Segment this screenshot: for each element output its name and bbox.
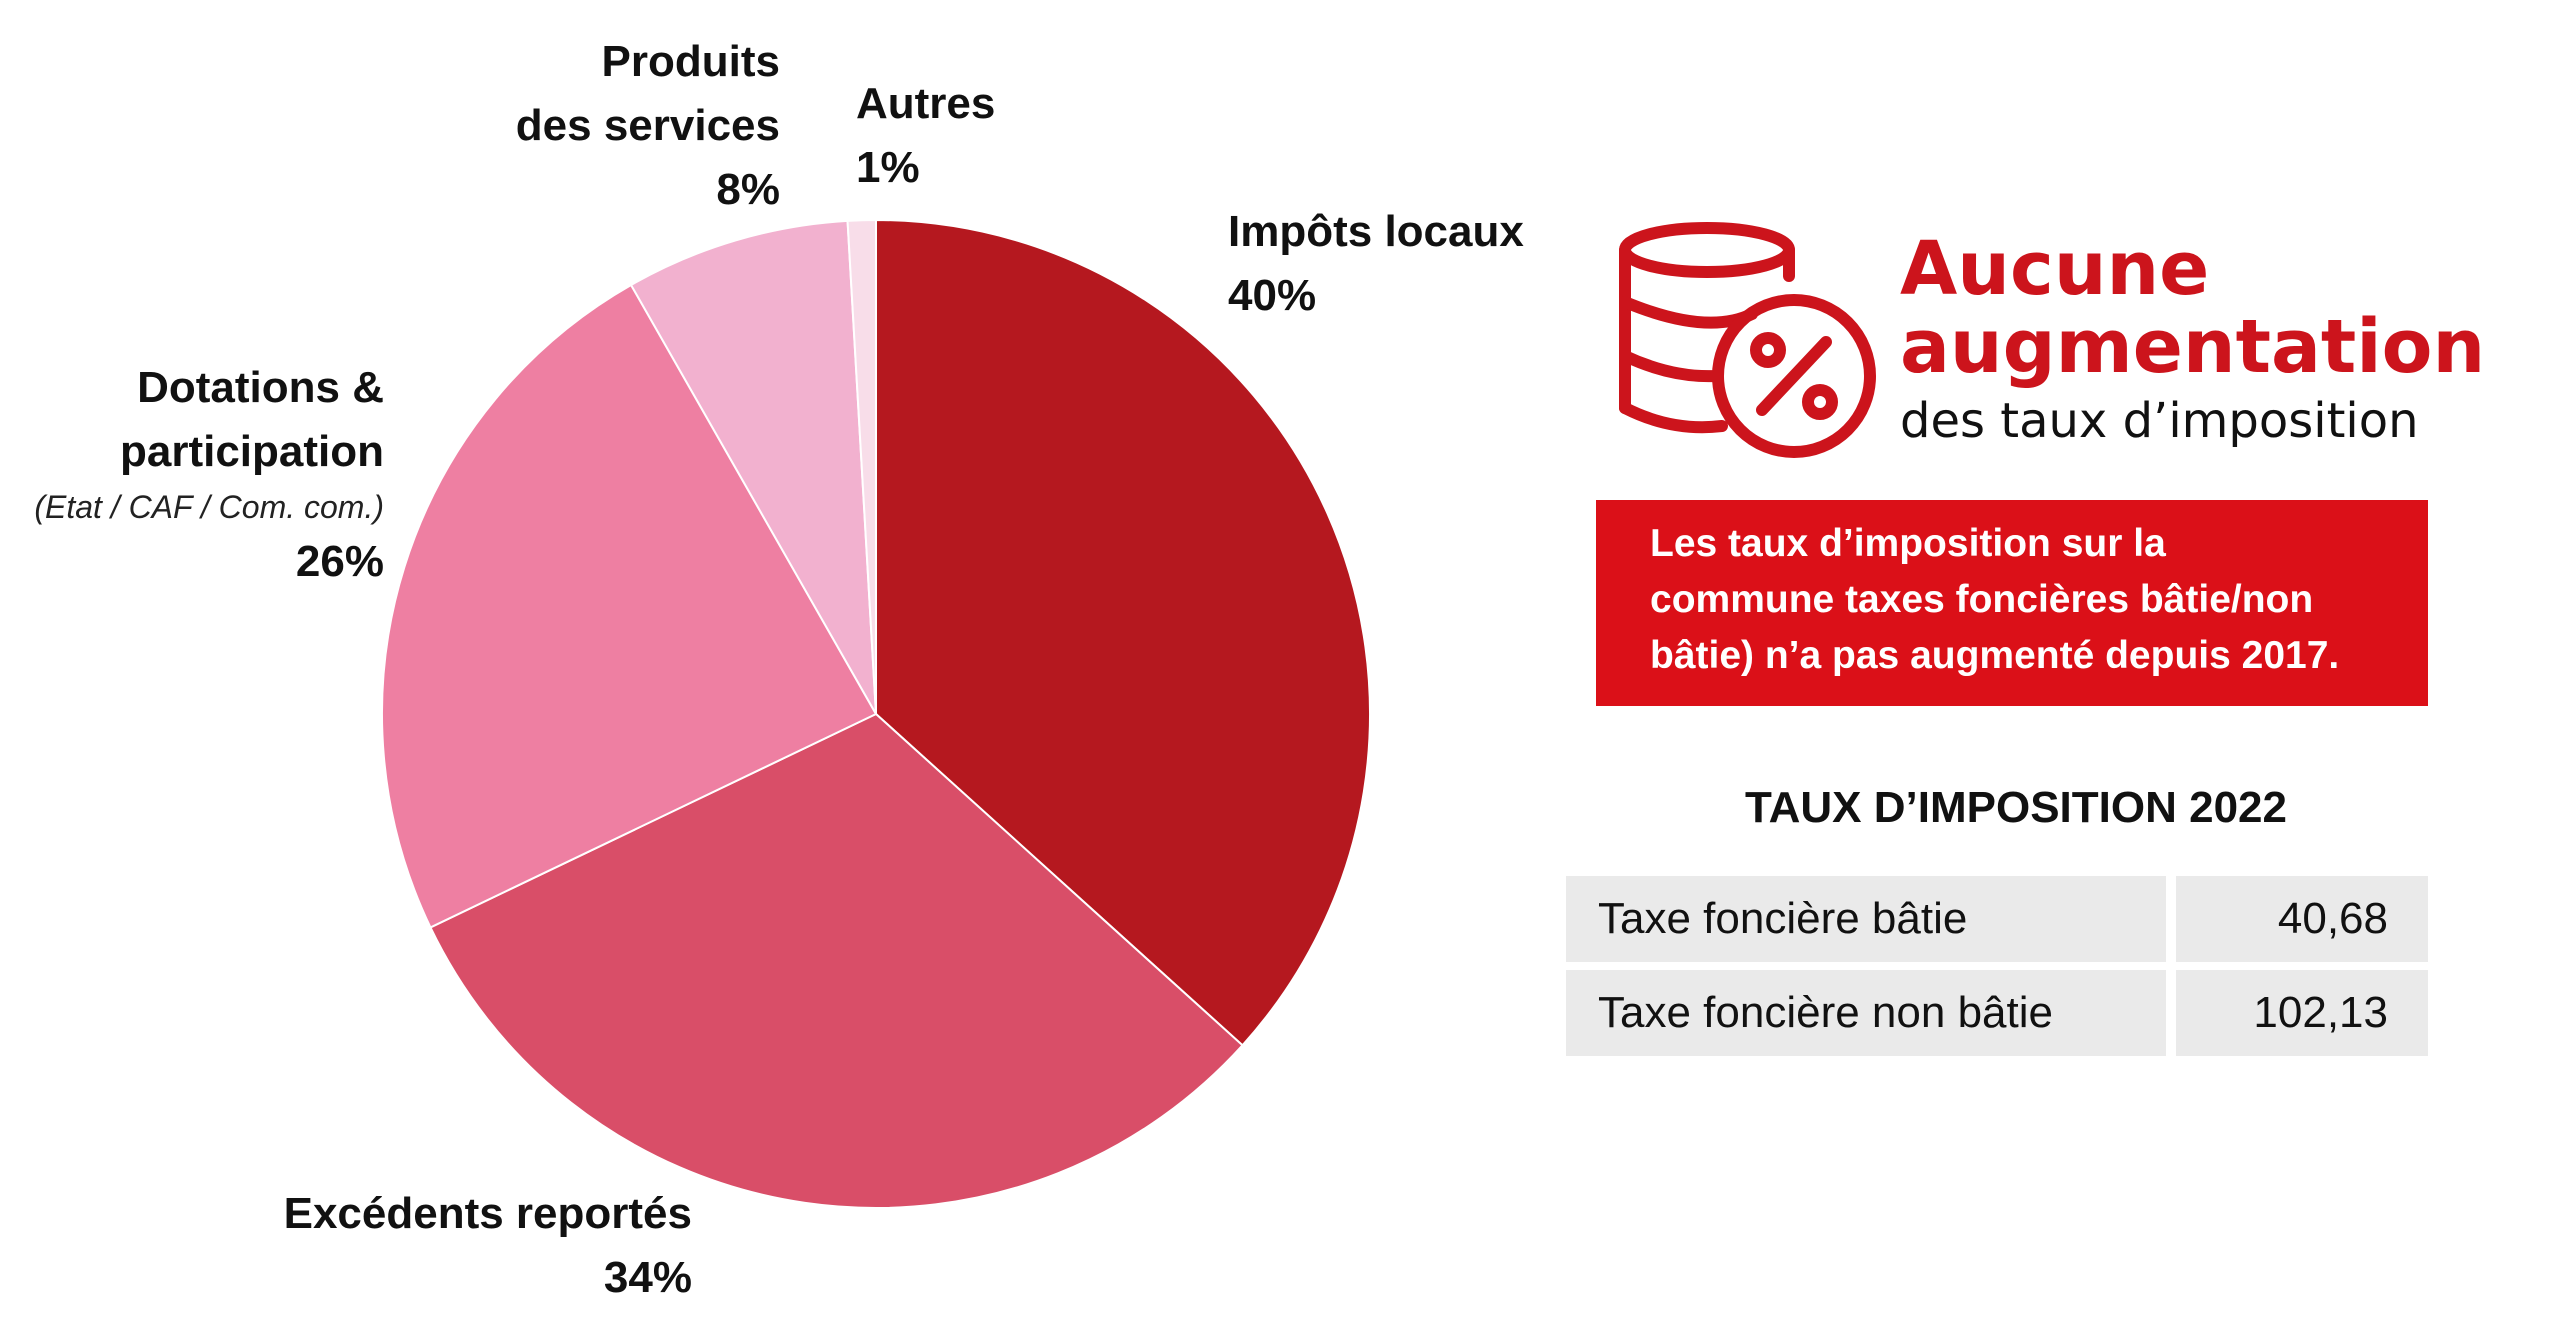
tax-value-cell: 40,68 [2176,876,2428,962]
table-title: TAUX D’IMPOSITION 2022 [1745,783,2287,832]
pie-chart [381,218,1371,1209]
pie-slice-3 [381,283,878,929]
headline-line1: Aucune [1900,226,2210,312]
label-dotations-pct: 26% [295,537,384,586]
tax-value-cell: 102,13 [2176,970,2428,1056]
label-produits-pct: 8% [716,165,780,214]
label-produits-line2: des services [515,101,780,150]
label-dotations-sub: (Etat / CAF / Com. com.) [34,489,384,525]
headline: Aucune augmentation des taux d’impositio… [1900,230,2540,456]
label-excedents-pct: 34% [603,1253,692,1302]
pie-slice-2 [429,712,1244,1209]
tax-name-cell: Taxe foncière bâtie [1566,876,2166,962]
label-autres: Autres 1% [856,72,995,200]
label-impots-locaux: Impôts locaux 40% [1228,200,1524,328]
tax-name-cell: Taxe foncière non bâtie [1566,970,2166,1056]
info-box-line3: bâtie) n’a pas augmenté depuis 2017. [1650,634,2340,677]
tax-rate-table: Taxe foncière bâtie 40,68 Taxe foncière … [1566,876,2428,1064]
label-impots-pct: 40% [1228,271,1317,320]
label-produits-line1: Produits [601,37,780,86]
headline-line2: augmentation [1900,304,2486,390]
info-box-line2: commune taxes foncières bâtie/non [1650,578,2314,621]
label-impots-line1: Impôts locaux [1228,207,1524,256]
table-row: Taxe foncière bâtie 40,68 [1566,876,2428,962]
label-excedents-reportes: Excédents reportés 34% [284,1182,692,1310]
headline-line3: des taux d’imposition [1900,393,2419,449]
pie-slice-4 [629,219,877,715]
info-box-line1: Les taux d’imposition sur la [1650,522,2166,565]
label-autres-line1: Autres [856,79,996,128]
label-dotations-line1: Dotations & [137,363,384,412]
coins-percent-icon [1619,222,1876,458]
table-row: Taxe foncière non bâtie 102,13 [1566,970,2428,1056]
label-excedents-line1: Excédents reportés [283,1189,692,1238]
label-dotations-participation: Dotations & participation (Etat / CAF / … [34,356,384,594]
label-produits-des-services: Produits des services 8% [516,30,780,222]
pie-slice-5 [846,218,877,715]
label-dotations-line2: participation [119,427,384,476]
info-box: Les taux d’imposition sur la commune tax… [1596,500,2428,706]
pie-slice-1 [875,218,1371,1047]
label-autres-pct: 1% [856,143,920,192]
